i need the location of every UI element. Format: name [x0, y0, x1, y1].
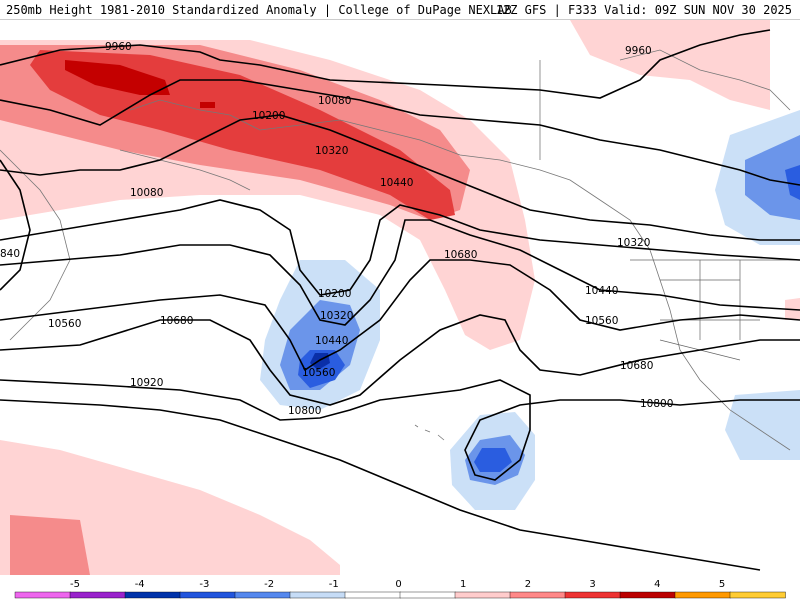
label-10800-east: 10800 — [640, 398, 673, 410]
colorbar-segment — [509, 591, 566, 599]
contour-10800 — [0, 379, 800, 481]
color-scale-bar: -5 -4 -3 -2 -1 0 1 2 3 4 5 — [0, 575, 800, 600]
colorbar-segment — [14, 591, 71, 599]
label-10440-north: 10440 — [380, 177, 413, 189]
label-840-west: 840 — [0, 248, 20, 260]
contour-10080 — [0, 79, 800, 186]
colorbar-segment — [399, 591, 456, 599]
colorbar-tick-label: -4 — [135, 579, 145, 590]
contour-840-left — [0, 159, 31, 291]
label-9960-west: 9960 — [105, 41, 132, 53]
hawaii-islands — [414, 424, 445, 441]
contour-10680 — [0, 314, 800, 406]
colorbar-tick-label: 0 — [395, 579, 401, 590]
label-10200-center: 10200 — [318, 288, 351, 300]
contour-10560 — [0, 259, 800, 372]
label-10200-north: 10200 — [252, 110, 285, 122]
hudson-coast — [619, 49, 791, 111]
label-10440-center: 10440 — [315, 335, 348, 347]
contour-10320 — [0, 199, 800, 296]
label-10320-center: 10320 — [320, 310, 353, 322]
colorbar-segment — [289, 591, 346, 599]
colorbar-segment — [619, 591, 676, 599]
label-10680-east: 10680 — [620, 360, 653, 372]
height-contours — [0, 29, 800, 571]
positive-anomaly-4sd-dot — [200, 102, 215, 108]
positive-anomaly-2sd-sw — [10, 515, 90, 575]
colorbar-tick-label: -2 — [264, 579, 274, 590]
colorbar-tick-label: 3 — [589, 579, 595, 590]
negative-anomaly-1sd-se — [725, 390, 800, 460]
label-10320-east: 10320 — [617, 237, 650, 249]
colorbar-segment — [344, 591, 401, 599]
positive-anomaly-1sd-sw — [0, 440, 340, 575]
negative-anomaly-3sd-south — [474, 448, 512, 472]
label-9960-east: 9960 — [625, 45, 652, 57]
colorbar-segment — [179, 591, 236, 599]
colorbar-tick-label: 1 — [460, 579, 466, 590]
colorbar-segment — [69, 591, 126, 599]
label-10440-east: 10440 — [585, 285, 618, 297]
label-10800-center: 10800 — [288, 405, 321, 417]
colorbar-segment — [729, 591, 786, 599]
label-10920-west: 10920 — [130, 377, 163, 389]
positive-anomaly-4sd — [65, 60, 170, 95]
colorbar-segment — [454, 591, 511, 599]
label-10080-north: 10080 — [318, 95, 351, 107]
negative-anomaly-3sd-center — [298, 350, 345, 388]
colorbar-segment — [564, 591, 621, 599]
anomaly-map: 9960 9960 10080 10080 10200 10200 10320 … — [0, 20, 800, 575]
colorbar-tick-label: -1 — [329, 579, 339, 590]
state-borders — [659, 260, 760, 361]
run-info: 12Z GFS | F333 Valid: 09Z SUN NOV 30 202… — [495, 3, 792, 17]
colorbar-tick-label: -5 — [70, 579, 80, 590]
aleutian-chain — [119, 149, 251, 191]
colorbar-tick-label: 2 — [525, 579, 531, 590]
negative-anomaly-2sd-east — [745, 135, 800, 220]
positive-anomaly-1sd-ne — [570, 20, 770, 110]
label-10560-west: 10560 — [48, 318, 81, 330]
alaska-coast — [129, 99, 791, 451]
label-10560-east: 10560 — [585, 315, 618, 327]
negative-anomaly-3sd-east — [785, 165, 800, 200]
colorbar-tick-label: 4 — [654, 579, 660, 590]
colorbar-segment — [674, 591, 731, 599]
contour-10200 — [0, 114, 800, 241]
map-title: 250mb Height 1981-2010 Standardized Anom… — [6, 3, 512, 17]
contour-labels: 9960 9960 10080 10080 10200 10200 10320 … — [0, 41, 673, 417]
colorbar-tick-label: -3 — [199, 579, 209, 590]
label-10320-north: 10320 — [315, 145, 348, 157]
label-10080-west: 10080 — [130, 187, 163, 199]
positive-anomaly-shading — [0, 20, 770, 575]
map-panel: 9960 9960 10080 10080 10200 10200 10320 … — [0, 20, 800, 575]
label-10560-center: 10560 — [302, 367, 335, 379]
coastlines — [0, 49, 800, 451]
contour-9960 — [0, 29, 771, 99]
contour-10440 — [0, 219, 800, 326]
colorbar-segment — [234, 591, 291, 599]
contour-10920 — [0, 399, 761, 571]
label-10680-west: 10680 — [160, 315, 193, 327]
label-10680-center: 10680 — [444, 249, 477, 261]
colorbar-segment — [124, 591, 181, 599]
colorbar-tick-label: 5 — [719, 579, 725, 590]
color-scale: -5 -4 -3 -2 -1 0 1 2 3 4 5 — [14, 579, 786, 599]
header-bar: 250mb Height 1981-2010 Standardized Anom… — [0, 0, 800, 20]
